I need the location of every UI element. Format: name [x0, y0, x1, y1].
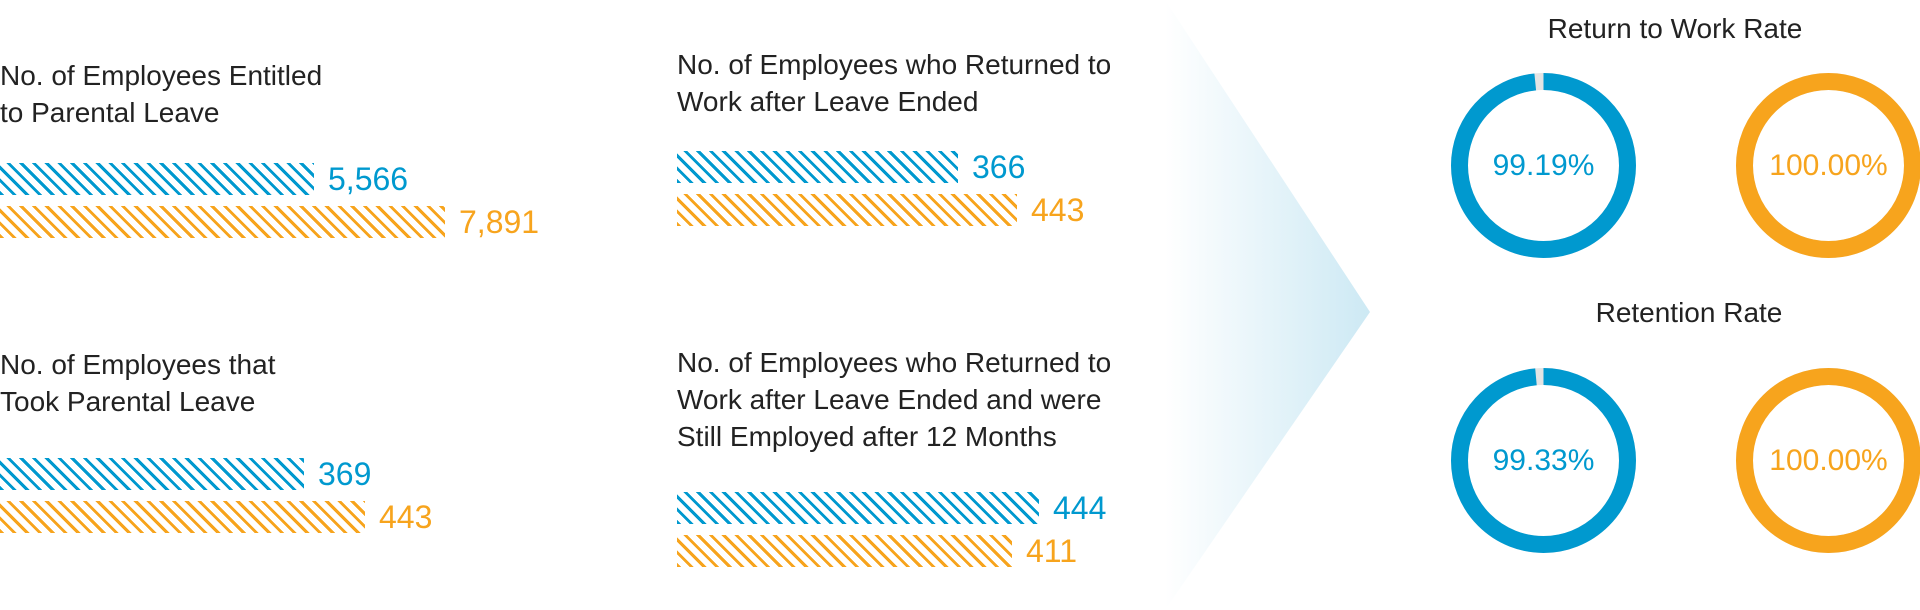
- bar-value-label: 411: [1026, 533, 1078, 569]
- donut-ring: [1736, 73, 1920, 258]
- bar-value-label: 5,566: [328, 161, 409, 197]
- bar-value-label: 443: [379, 499, 433, 535]
- bar-value-label: 7,891: [459, 204, 540, 240]
- bar-value-label: 444: [1053, 490, 1107, 526]
- donut-ring: [1451, 368, 1636, 553]
- donut-value-arc: [1736, 73, 1920, 258]
- donut-value-arc: [1451, 73, 1636, 258]
- donut-value-arc: [1736, 368, 1920, 553]
- donut-return-rate-blue: 99.19%: [1451, 73, 1636, 258]
- bar-series-1: [0, 163, 314, 195]
- bar-value-label: 369: [318, 456, 372, 492]
- metric-still-employed-12-months: No. of Employees who Returned to Work af…: [677, 344, 1112, 569]
- donut-ring: [1736, 368, 1920, 553]
- bar-value-label: 443: [1031, 192, 1085, 228]
- bar-value-label: 366: [972, 149, 1026, 185]
- return-to-work-rate-title: Return to Work Rate: [1547, 13, 1803, 44]
- metric-title: No. of Employees who Returned to Work af…: [677, 347, 1112, 452]
- donut-value-arc: [1451, 368, 1636, 553]
- metric-entitled-parental-leave: No. of Employees Entitled to Parental Le…: [0, 57, 539, 240]
- metric-title: No. of Employees that Took Parental Leav…: [0, 349, 276, 417]
- donut-value-label: 99.33%: [1492, 443, 1595, 477]
- donut-retention-rate-blue: 99.33%: [1451, 368, 1636, 553]
- bar-series-2: [677, 535, 1012, 567]
- bar-series-2: [677, 194, 1017, 226]
- donut-value-label: 100.00%: [1769, 148, 1888, 182]
- donut-value-label: 100.00%: [1769, 443, 1888, 477]
- bar-series-2: [0, 501, 365, 533]
- metric-returned-to-work: No. of Employees who Returned to Work af…: [677, 46, 1112, 228]
- bar-series-1: [677, 151, 958, 183]
- bar-series-2: [0, 206, 445, 238]
- metric-took-parental-leave: No. of Employees that Took Parental Leav…: [0, 346, 432, 535]
- donut-retention-rate-orange: 100.00%: [1736, 368, 1920, 553]
- metric-title: No. of Employees who Returned to Work af…: [677, 49, 1112, 117]
- bar-series-1: [0, 458, 304, 490]
- donut-value-label: 99.19%: [1492, 148, 1595, 182]
- retention-rate-title: Retention Rate: [1595, 297, 1783, 328]
- donut-ring: [1451, 73, 1636, 258]
- metric-title: No. of Employees Entitled to Parental Le…: [0, 60, 323, 128]
- bar-series-1: [677, 492, 1039, 524]
- donut-return-rate-orange: 100.00%: [1736, 73, 1920, 258]
